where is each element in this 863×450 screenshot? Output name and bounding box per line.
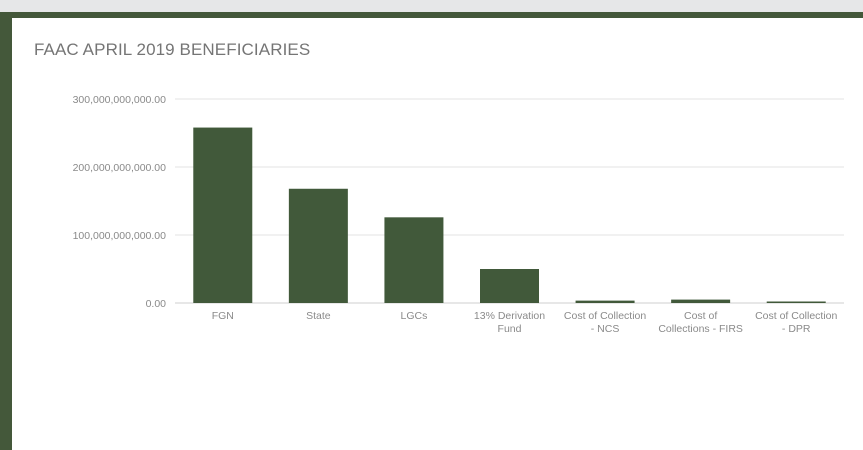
bar-chart: 0.00 100,000,000,000.00 200,000,000,000.00… (73, 94, 844, 335)
chart-title: FAAC APRIL 2019 BENEFICIARIES (34, 40, 311, 59)
bar[interactable] (193, 127, 253, 303)
x-category-label: LGCs (401, 310, 428, 322)
x-category-label: FGN (212, 310, 234, 322)
y-tick-label: 200,000,000,000.00 (73, 162, 167, 174)
bar[interactable] (384, 217, 444, 303)
bar[interactable] (575, 300, 635, 303)
y-tick-label: 100,000,000,000.00 (73, 230, 167, 242)
x-category-label: Cost of Collection - DPR (755, 310, 837, 335)
bar[interactable] (480, 269, 539, 303)
y-axis-ticks: 0.00 100,000,000,000.00 200,000,000,000.00… (73, 94, 167, 310)
x-category-label: 13% Derivation Fund (474, 310, 545, 335)
bar[interactable] (288, 188, 348, 303)
x-category-label: Cost of Collection - NCS (564, 310, 646, 335)
bars (193, 127, 826, 304)
y-tick-label: 0.00 (146, 298, 167, 310)
bar[interactable] (671, 299, 731, 303)
y-tick-label: 300,000,000,000.00 (73, 94, 167, 106)
x-category-label: Cost of Collections - FIRS (658, 310, 743, 335)
x-category-label: State (306, 310, 331, 322)
bar[interactable] (766, 301, 826, 304)
chart-card: FAAC APRIL 2019 BENEFICIARIES 0.00 100,00… (12, 18, 863, 450)
x-axis-labels: FGN State LGCs 13% Derivation Fund Cost of Co… (212, 310, 838, 335)
